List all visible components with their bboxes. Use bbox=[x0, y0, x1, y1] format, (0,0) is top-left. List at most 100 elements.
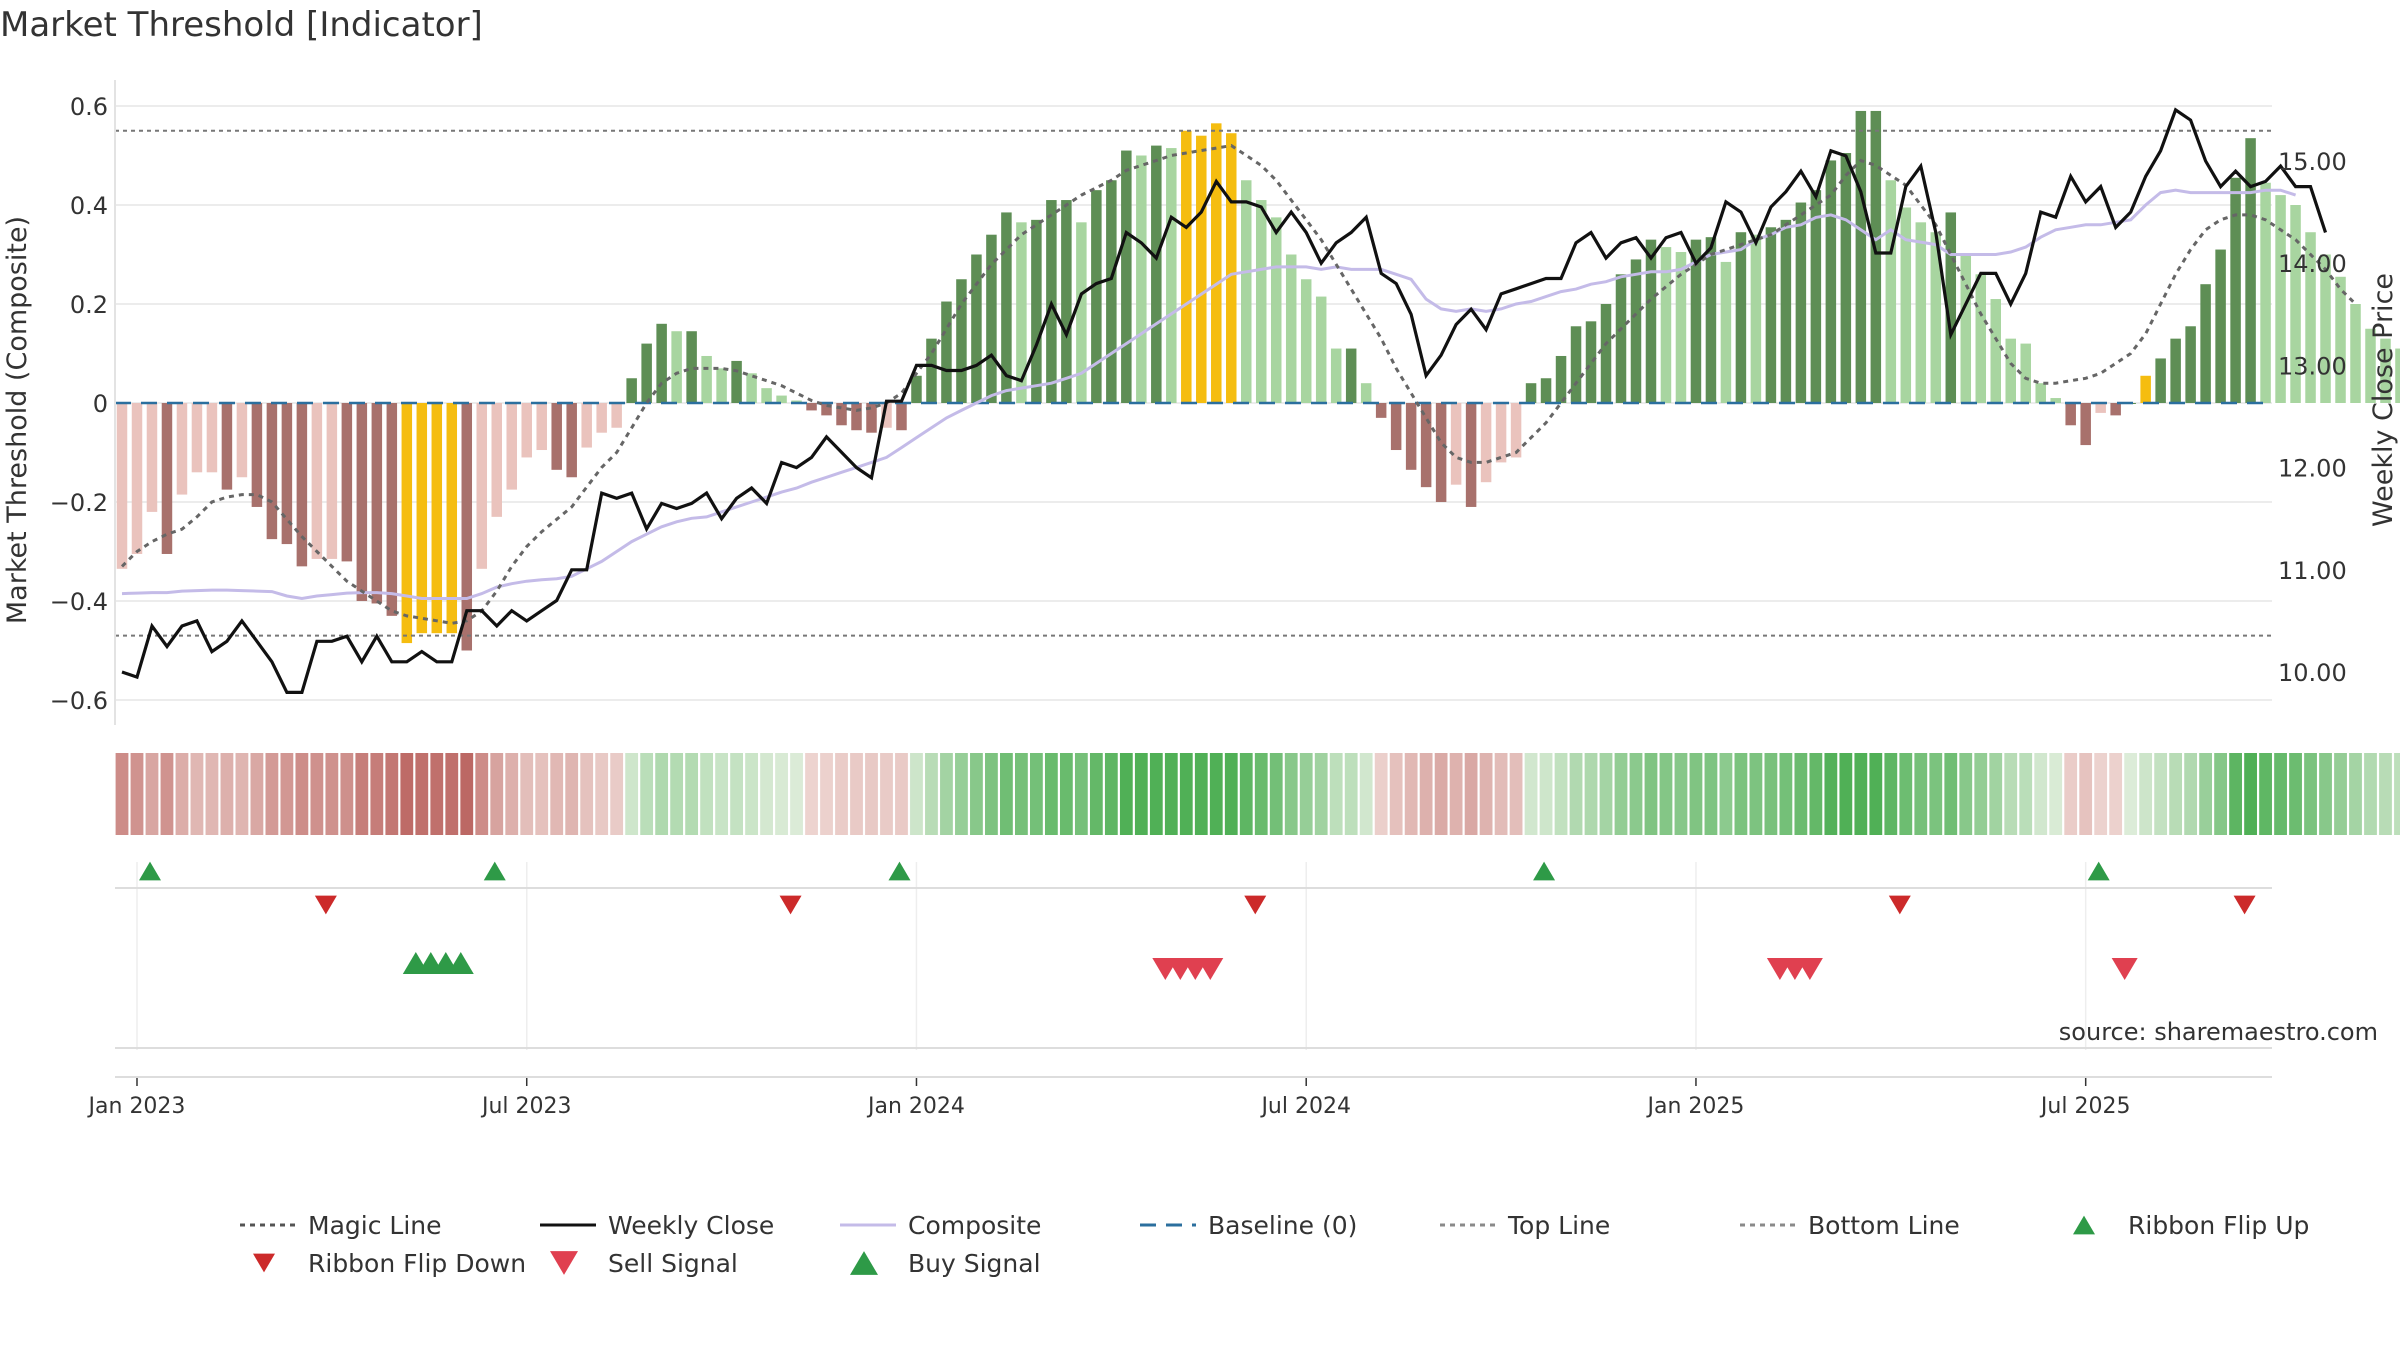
ribbon-cell bbox=[835, 753, 848, 835]
x-tick-label: Jul 2025 bbox=[2039, 1094, 2131, 1119]
composite-bar bbox=[506, 403, 517, 490]
ribbon-cell bbox=[2064, 753, 2078, 835]
composite-bar bbox=[716, 368, 727, 403]
composite-bar bbox=[986, 234, 997, 403]
composite-bar bbox=[1855, 110, 1867, 403]
composite-bar bbox=[656, 323, 667, 403]
ribbon-cell bbox=[1644, 753, 1658, 835]
composite-bar bbox=[806, 403, 817, 411]
composite-bar bbox=[866, 403, 877, 433]
composite-bar bbox=[1091, 190, 1102, 403]
composite-bar bbox=[1585, 321, 1597, 403]
composite-bar bbox=[1555, 355, 1567, 403]
composite-bar bbox=[1840, 153, 1852, 403]
ribbon-cell bbox=[1329, 753, 1343, 835]
composite-bar bbox=[2155, 358, 2166, 403]
ribbon-cell bbox=[490, 753, 504, 835]
ribbon-cell bbox=[145, 753, 159, 835]
ribbon-cell bbox=[370, 753, 384, 835]
composite-bar bbox=[926, 338, 937, 403]
ribbon-flip-down-marker bbox=[314, 895, 337, 915]
composite-bar bbox=[266, 403, 278, 540]
composite-bar bbox=[2350, 304, 2361, 403]
ribbon-flip-down-marker bbox=[1244, 895, 1267, 915]
ribbon-cell bbox=[2019, 753, 2033, 835]
ribbon-cell bbox=[1974, 753, 1988, 835]
composite-bar bbox=[236, 403, 248, 478]
composite-bar bbox=[1540, 378, 1552, 403]
ribbon-cell bbox=[2004, 753, 2018, 835]
composite-bar bbox=[2170, 338, 2181, 403]
composite-bar bbox=[956, 279, 967, 403]
ribbon-cell bbox=[1674, 753, 1688, 835]
composite-bar bbox=[1885, 180, 1897, 403]
ribbon-cell bbox=[700, 753, 714, 835]
y-left-tick-label: −0.6 bbox=[50, 687, 108, 715]
ribbon-cell bbox=[205, 753, 219, 835]
composite-bar bbox=[371, 403, 383, 604]
composite-bar bbox=[491, 403, 502, 517]
composite-bar bbox=[1211, 123, 1222, 403]
composite-bar bbox=[356, 403, 368, 601]
composite-bar bbox=[611, 403, 622, 428]
composite-bar bbox=[1136, 155, 1147, 403]
ribbon-cell bbox=[1704, 753, 1718, 835]
composite-bar bbox=[2230, 177, 2241, 403]
weekly-close-line bbox=[121, 107, 2328, 695]
legend-marker bbox=[2073, 1215, 2095, 1235]
ribbon-cell bbox=[685, 753, 699, 835]
ribbon-cell bbox=[1434, 753, 1448, 835]
ribbon-flip-up-marker bbox=[888, 861, 911, 881]
composite-bar bbox=[1990, 299, 2001, 403]
composite-bar bbox=[416, 403, 428, 634]
ribbon-cell bbox=[925, 753, 938, 835]
legend-label: Top Line bbox=[1507, 1211, 1610, 1240]
ribbon-cell bbox=[385, 753, 399, 835]
composite-bar bbox=[326, 403, 338, 559]
composite-bar bbox=[1405, 403, 1417, 470]
composite-bar bbox=[941, 301, 952, 403]
ribbon-cell bbox=[1539, 753, 1553, 835]
composite-bar bbox=[446, 403, 458, 634]
ribbon-cell bbox=[115, 753, 129, 835]
ribbon-cell bbox=[805, 753, 818, 835]
ribbon-cell bbox=[1959, 753, 1973, 835]
composite-bar bbox=[146, 403, 158, 512]
ribbon-cell bbox=[1494, 753, 1508, 835]
composite-bar bbox=[2260, 182, 2271, 403]
composite-bar bbox=[1360, 383, 1372, 403]
composite-bar bbox=[2245, 138, 2256, 404]
composite-bar bbox=[251, 403, 263, 507]
ribbon-cell bbox=[1854, 753, 1868, 835]
composite-bar bbox=[1600, 304, 1612, 403]
ribbon-cell bbox=[505, 753, 519, 835]
composite-bar bbox=[2200, 284, 2211, 403]
ribbon-cell bbox=[1749, 753, 1763, 835]
ribbon-cell bbox=[2379, 753, 2392, 835]
ribbon-cell bbox=[295, 753, 309, 835]
composite-bar bbox=[1675, 252, 1687, 403]
ribbon-cell bbox=[1464, 753, 1478, 835]
sell-signal-marker bbox=[2111, 957, 2138, 981]
composite-bar bbox=[1660, 247, 1672, 403]
ribbon-cell bbox=[760, 753, 773, 835]
y-right-tick-label: 14.00 bbox=[2278, 250, 2347, 278]
composite-bar bbox=[1795, 202, 1807, 403]
ribbon-cell bbox=[1209, 753, 1223, 835]
ribbon-cell bbox=[190, 753, 204, 835]
ribbon-cell bbox=[2049, 753, 2063, 835]
composite-bar bbox=[1255, 200, 1267, 403]
composite-bar bbox=[191, 403, 203, 473]
ribbon-cell bbox=[775, 753, 788, 835]
ribbon-cell bbox=[730, 753, 743, 835]
ribbon-cell bbox=[1179, 753, 1193, 835]
ribbon-cell bbox=[940, 753, 953, 835]
composite-bar bbox=[1270, 217, 1282, 403]
composite-bar bbox=[2035, 383, 2046, 403]
ribbon-cell bbox=[1839, 753, 1853, 835]
ribbon-cell bbox=[2394, 753, 2400, 835]
composite-bar bbox=[2005, 338, 2016, 403]
composite-bar bbox=[581, 403, 592, 448]
composite-bar bbox=[2215, 249, 2226, 403]
composite-bar bbox=[131, 403, 143, 554]
